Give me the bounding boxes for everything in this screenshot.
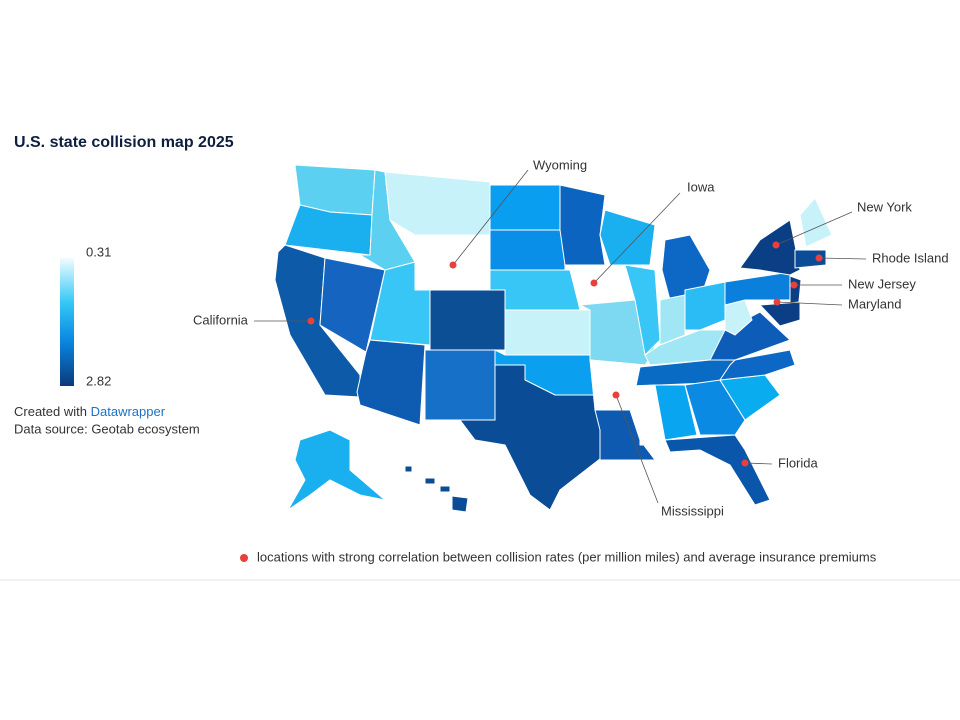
- marker-dot: [772, 241, 780, 249]
- credit-prefix: Created with: [14, 404, 87, 419]
- credit: Created with Datawrapper: [14, 404, 166, 419]
- state: [594, 409, 656, 461]
- state: [664, 434, 771, 506]
- state: [424, 349, 496, 421]
- state: [439, 485, 451, 493]
- state: [424, 477, 436, 485]
- annotation-label: Florida: [778, 455, 819, 470]
- footnote-dot: [240, 554, 248, 562]
- annotation-label: Wyoming: [533, 157, 587, 172]
- state: [739, 219, 801, 276]
- credit-link[interactable]: Datawrapper: [91, 404, 166, 419]
- state: [287, 429, 387, 511]
- leader-line: [776, 301, 843, 306]
- annotation-label: California: [193, 312, 249, 327]
- legend-scale: [60, 258, 74, 386]
- credit-source: Data source: Geotab ecosystem: [14, 421, 200, 436]
- marker-dot: [790, 281, 798, 289]
- marker-dot: [741, 459, 749, 467]
- state: [599, 209, 656, 266]
- state: [718, 349, 796, 381]
- state: [459, 364, 606, 511]
- footnote: locations with strong correlation betwee…: [257, 549, 877, 564]
- leader-line: [775, 211, 853, 246]
- state: [629, 384, 656, 446]
- state: [384, 171, 491, 236]
- marker-dot: [590, 279, 598, 287]
- annotations: Wyoming Iowa New York Rhode Island New Jerse…: [193, 157, 949, 518]
- marker-dot: [307, 317, 315, 325]
- marker-dot: [815, 254, 823, 262]
- legend-max: 2.82: [86, 373, 111, 388]
- annotation-label: Rhode Island: [872, 250, 949, 265]
- state: [489, 184, 561, 231]
- leader-line: [615, 394, 659, 504]
- marker-dot: [449, 261, 457, 269]
- state: [794, 249, 827, 269]
- map-title: U.S. state collision map 2025: [14, 134, 234, 151]
- annotation-label: New York: [857, 199, 912, 214]
- leader-line: [818, 257, 867, 260]
- annotation-label: Iowa: [687, 179, 715, 194]
- state: [451, 495, 469, 513]
- legend: 0.31 2.82: [60, 244, 111, 388]
- state: [684, 379, 746, 436]
- annotation-label: Maryland: [848, 296, 901, 311]
- legend-min: 0.31: [86, 244, 111, 259]
- leader-line: [452, 169, 529, 266]
- state: [709, 311, 791, 361]
- state: [404, 465, 413, 473]
- marker-dot: [612, 391, 620, 399]
- states: [274, 164, 833, 513]
- state: [684, 281, 726, 331]
- annotation-label: Mississippi: [661, 503, 724, 518]
- annotation-label: New Jersey: [848, 276, 916, 291]
- state: [559, 184, 606, 266]
- marker-dot: [773, 298, 781, 306]
- state: [489, 229, 566, 271]
- state: [758, 301, 801, 327]
- state: [429, 289, 506, 351]
- leader-line: [744, 462, 773, 465]
- state: [624, 264, 661, 357]
- leader-line: [593, 192, 681, 284]
- state: [799, 197, 833, 248]
- state: [356, 339, 426, 426]
- state: [654, 384, 698, 441]
- state: [504, 309, 591, 356]
- state: [724, 271, 796, 306]
- state: [659, 294, 686, 346]
